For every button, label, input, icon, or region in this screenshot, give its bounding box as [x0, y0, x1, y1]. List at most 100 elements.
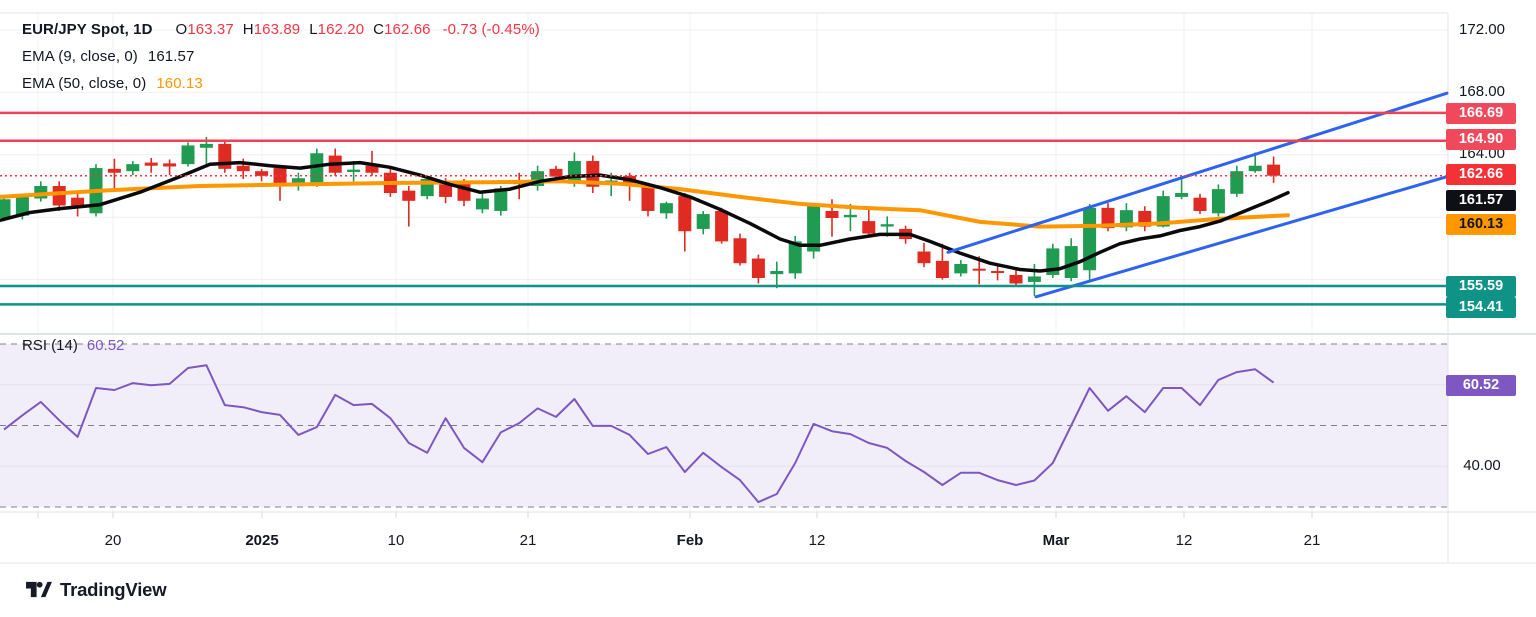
- tradingview-logo-icon: [26, 581, 52, 598]
- open-label: O: [175, 21, 188, 38]
- symbol-row[interactable]: EUR/JPY Spot, 1D O 163.37 H 163.89 L 162.20…: [22, 21, 540, 48]
- candle-body[interactable]: [181, 145, 195, 165]
- ema9-label: EMA (9, close, 0): [22, 48, 138, 65]
- symbol-legend: EUR/JPY Spot, 1D O 163.37 H 163.89 L 162.20…: [22, 21, 540, 102]
- candle-body[interactable]: [935, 260, 949, 279]
- candle-body[interactable]: [991, 271, 1005, 274]
- time-axis-label: 12: [1175, 532, 1193, 549]
- candle-body[interactable]: [291, 178, 305, 186]
- price-axis-label: 172.00: [1459, 21, 1505, 38]
- low-value: 162.20: [317, 21, 365, 38]
- candle-body[interactable]: [107, 168, 121, 173]
- candle-body[interactable]: [494, 188, 508, 211]
- candle-body[interactable]: [770, 271, 784, 275]
- price-axis-badge: 164.90: [1446, 128, 1516, 150]
- candle-body[interactable]: [310, 153, 324, 184]
- candle-body[interactable]: [144, 162, 158, 166]
- time-axis-label: 20: [104, 532, 122, 549]
- rsi-band: [0, 344, 1448, 507]
- price-axis-badge: 162.66: [1446, 163, 1516, 185]
- open-value: 163.37: [187, 21, 234, 38]
- candle-body[interactable]: [1248, 165, 1262, 172]
- time-axis-label: 21: [519, 532, 537, 549]
- candle-body[interactable]: [236, 165, 250, 172]
- ema9-row[interactable]: EMA (9, close, 0) 161.57: [22, 48, 540, 75]
- candle-body[interactable]: [917, 251, 931, 264]
- candle-body[interactable]: [788, 241, 802, 274]
- candle-body[interactable]: [678, 196, 692, 232]
- price-axis-badge: 60.52: [1446, 374, 1516, 396]
- change-value: -0.73 (-0.45%): [442, 21, 540, 38]
- rsi-label: RSI (14): [22, 337, 78, 354]
- close-label: C: [373, 21, 385, 38]
- ema50-label: EMA (50, close, 0): [22, 75, 147, 92]
- time-axis-label: Mar: [1042, 532, 1070, 549]
- time-axis-label: 2025: [245, 532, 279, 549]
- close-value: 162.66: [384, 21, 431, 38]
- tradingview-logo[interactable]: TradingView: [25, 578, 167, 601]
- price-axis-badge: 161.57: [1446, 189, 1516, 211]
- high-value: 163.89: [253, 21, 301, 38]
- tradingview-logo-text: TradingView: [60, 578, 167, 600]
- candle-body[interactable]: [807, 204, 821, 252]
- price-axis-badge: 155.59: [1446, 275, 1516, 297]
- candle-body[interactable]: [1193, 197, 1207, 211]
- candle-body[interactable]: [954, 264, 968, 274]
- candle-body[interactable]: [365, 165, 379, 173]
- time-axis-label: 21: [1303, 532, 1321, 549]
- candle-body[interactable]: [1064, 246, 1078, 279]
- price-axis-label: 168.00: [1459, 83, 1505, 100]
- candle-body[interactable]: [733, 238, 747, 264]
- candle-body[interactable]: [825, 210, 839, 218]
- candle-body[interactable]: [71, 197, 85, 208]
- candle-body[interactable]: [1156, 196, 1170, 227]
- time-axis-label: 12: [808, 532, 826, 549]
- trend-channel-line[interactable]: [1034, 175, 1449, 299]
- candle-body[interactable]: [862, 221, 876, 234]
- candle-body[interactable]: [255, 171, 269, 176]
- trend-channel-line[interactable]: [946, 91, 1449, 254]
- candle-body[interactable]: [549, 168, 563, 177]
- candle-body[interactable]: [199, 143, 213, 148]
- candle-body[interactable]: [641, 186, 655, 211]
- candle-body[interactable]: [972, 268, 986, 271]
- time-axis-label: 10: [387, 532, 405, 549]
- candle-body[interactable]: [843, 214, 857, 218]
- candle-body[interactable]: [52, 186, 66, 206]
- candle-body[interactable]: [880, 224, 894, 227]
- candle-body[interactable]: [1230, 171, 1244, 194]
- candle-body[interactable]: [163, 163, 177, 167]
- candle-body[interactable]: [126, 164, 140, 172]
- rsi-legend[interactable]: RSI (14) 60.52: [22, 337, 124, 357]
- symbol-title: EUR/JPY Spot, 1D: [22, 21, 153, 38]
- rsi-line[interactable]: [3, 364, 1275, 504]
- candle-body[interactable]: [273, 168, 287, 186]
- price-axis-badge: 166.69: [1446, 102, 1516, 124]
- price-axis-label: 40.00: [1463, 457, 1501, 474]
- time-axis-label: Feb: [676, 532, 704, 549]
- candle-body[interactable]: [15, 196, 29, 216]
- candle-body[interactable]: [402, 190, 416, 201]
- candle-body[interactable]: [1211, 189, 1225, 214]
- candle-body[interactable]: [475, 198, 489, 210]
- candle-body[interactable]: [696, 214, 710, 229]
- candle-body[interactable]: [751, 258, 765, 279]
- high-label: H: [242, 21, 254, 38]
- candle-body[interactable]: [1101, 207, 1115, 229]
- candle-body[interactable]: [715, 210, 729, 242]
- price-axis-badge: 160.13: [1446, 213, 1516, 235]
- ema50-row[interactable]: EMA (50, close, 0) 160.13: [22, 75, 540, 102]
- ema9-value: 161.57: [147, 48, 195, 65]
- candle-body[interactable]: [659, 203, 673, 214]
- candle-body[interactable]: [1009, 274, 1023, 284]
- ema9-line[interactable]: [0, 160, 1290, 273]
- candle-body[interactable]: [0, 199, 11, 218]
- candle-body[interactable]: [1267, 164, 1281, 176]
- ema50-line[interactable]: [0, 179, 1290, 229]
- candle-body[interactable]: [347, 169, 361, 172]
- low-label: L: [309, 21, 318, 38]
- candle-body[interactable]: [1027, 276, 1041, 282]
- candle-body[interactable]: [1175, 193, 1189, 197]
